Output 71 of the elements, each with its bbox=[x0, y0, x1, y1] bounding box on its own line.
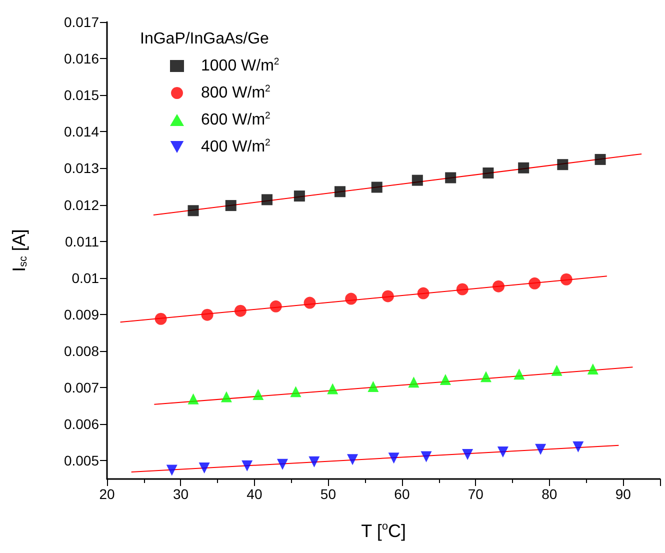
point bbox=[334, 186, 346, 198]
point bbox=[371, 182, 382, 193]
point bbox=[412, 174, 423, 186]
point bbox=[440, 374, 451, 386]
y-tick-label: 0.013 bbox=[64, 160, 100, 176]
y-tick-label: 0.016 bbox=[64, 50, 100, 67]
y-tick-label: 0.008 bbox=[64, 343, 100, 360]
point bbox=[492, 280, 505, 292]
point bbox=[220, 391, 232, 402]
x-tick-label: 60 bbox=[394, 486, 410, 502]
point bbox=[198, 462, 210, 474]
point bbox=[456, 283, 468, 296]
point bbox=[347, 454, 358, 466]
point bbox=[497, 446, 508, 458]
point bbox=[345, 292, 358, 305]
x-tick-label: 50 bbox=[320, 486, 336, 502]
legend-title: InGaP/InGaAs/Ge bbox=[140, 30, 270, 48]
point bbox=[388, 452, 400, 464]
point bbox=[551, 364, 562, 376]
point bbox=[480, 371, 492, 382]
x-tick-label: 20 bbox=[99, 486, 115, 502]
point bbox=[262, 194, 272, 206]
point bbox=[594, 154, 606, 165]
point bbox=[528, 277, 541, 290]
y-tick-label: 0.015 bbox=[64, 87, 100, 104]
y-tick-label: 0.005 bbox=[64, 452, 100, 469]
point bbox=[445, 172, 456, 184]
point bbox=[294, 190, 305, 202]
point bbox=[225, 200, 236, 212]
point bbox=[587, 363, 598, 374]
point bbox=[188, 393, 199, 404]
point bbox=[482, 167, 494, 178]
x-tick-label: 30 bbox=[172, 486, 189, 502]
point bbox=[518, 162, 530, 174]
y-tick-label: 0.007 bbox=[64, 380, 100, 396]
point bbox=[557, 159, 568, 170]
point bbox=[572, 441, 584, 452]
point bbox=[408, 376, 420, 388]
point bbox=[252, 389, 264, 400]
x-tick-label: 40 bbox=[246, 486, 262, 502]
point bbox=[166, 464, 178, 476]
point bbox=[382, 290, 394, 302]
point bbox=[514, 368, 525, 380]
point bbox=[535, 444, 546, 455]
point bbox=[188, 205, 199, 216]
point bbox=[368, 381, 379, 392]
y-tick-label: 0.014 bbox=[64, 124, 100, 140]
point bbox=[201, 308, 214, 321]
point bbox=[417, 287, 430, 300]
point bbox=[304, 296, 316, 309]
point bbox=[154, 312, 167, 325]
point bbox=[276, 458, 288, 470]
point bbox=[234, 304, 246, 317]
point bbox=[462, 449, 474, 460]
x-tick-label: 70 bbox=[468, 486, 484, 502]
point bbox=[242, 460, 253, 472]
point bbox=[327, 383, 338, 394]
x-tick-label: 90 bbox=[615, 486, 632, 502]
y-tick-label: 0.012 bbox=[64, 196, 100, 213]
y-tick-label: 0.011 bbox=[65, 233, 100, 250]
y-tick-label: 0.017 bbox=[64, 14, 100, 30]
point bbox=[290, 386, 302, 398]
y-tick-label: 0.006 bbox=[64, 416, 100, 432]
point bbox=[308, 456, 320, 468]
point bbox=[270, 300, 282, 312]
x-tick-label: 80 bbox=[542, 486, 558, 502]
y-tick-label: 0.01 bbox=[72, 270, 100, 286]
y-tick-label: 0.009 bbox=[64, 306, 100, 322]
point bbox=[420, 451, 432, 462]
y-axis-title: Isc [A] bbox=[9, 229, 30, 272]
point bbox=[560, 273, 572, 286]
